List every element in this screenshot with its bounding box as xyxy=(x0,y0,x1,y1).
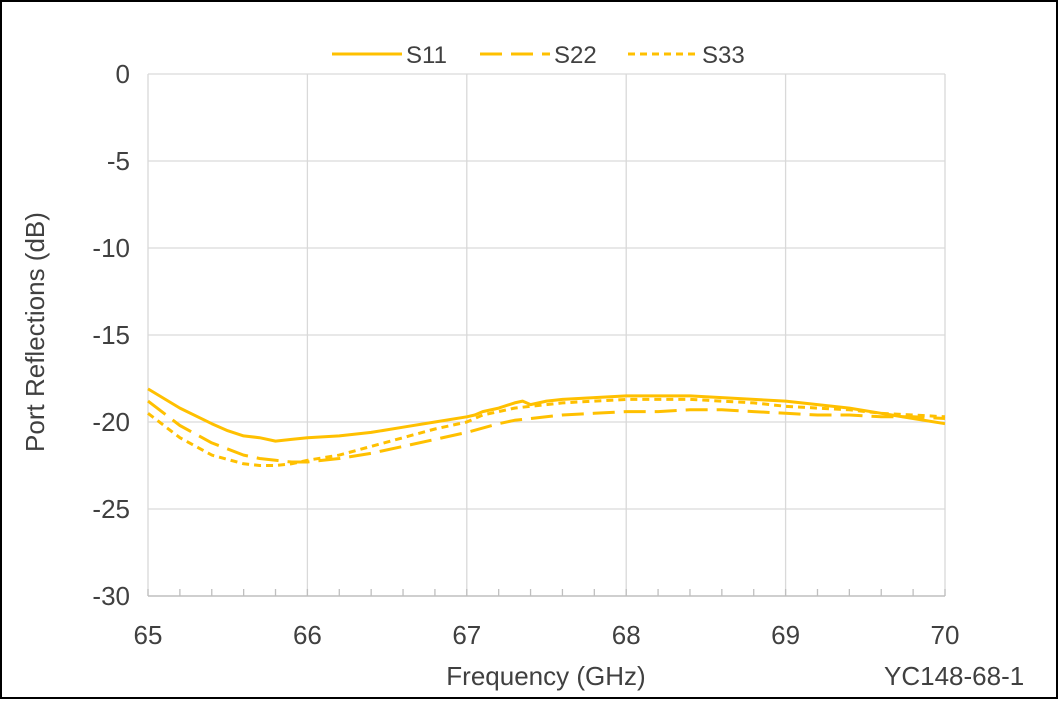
y-tick-label: -20 xyxy=(92,407,130,437)
legend-label-s22: S22 xyxy=(554,42,597,69)
y-tick-label: -30 xyxy=(92,581,130,611)
legend-label-s33: S33 xyxy=(702,42,745,69)
series-line-s33 xyxy=(147,397,946,467)
grid-layer xyxy=(147,73,946,596)
y-tick-label: -15 xyxy=(92,320,130,350)
x-tick-label: 69 xyxy=(771,620,800,650)
x-tick-label: 66 xyxy=(293,620,322,650)
series-line-s22 xyxy=(147,399,946,464)
x-axis-label: Frequency (GHz) xyxy=(446,661,645,691)
legend: S11 S22 S33 xyxy=(332,42,745,69)
x-tick-label: 67 xyxy=(452,620,481,650)
y-tick-label: -25 xyxy=(92,494,130,524)
y-tick-label: 0 xyxy=(116,59,130,89)
series-layer xyxy=(147,387,946,467)
legend-label-s11: S11 xyxy=(406,42,447,69)
chart-id-label: YC148-68-1 xyxy=(884,661,1024,691)
x-tick-label: 65 xyxy=(134,620,163,650)
x-tick-label: 68 xyxy=(612,620,641,650)
y-tick-label: -10 xyxy=(92,233,130,263)
y-tick-label: -5 xyxy=(107,146,130,176)
y-axis-label: Port Reflections (dB) xyxy=(20,212,50,452)
x-tick-label: 70 xyxy=(931,620,960,650)
series-line-s11 xyxy=(147,387,946,443)
